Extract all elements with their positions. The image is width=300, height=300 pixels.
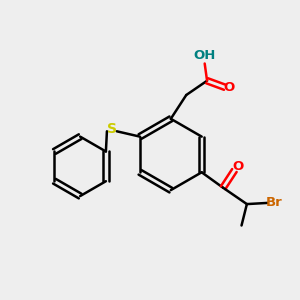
Text: OH: OH bbox=[194, 49, 216, 62]
Text: S: S bbox=[107, 122, 117, 136]
Text: O: O bbox=[223, 81, 234, 94]
Text: O: O bbox=[232, 160, 244, 173]
Text: Br: Br bbox=[266, 196, 283, 209]
